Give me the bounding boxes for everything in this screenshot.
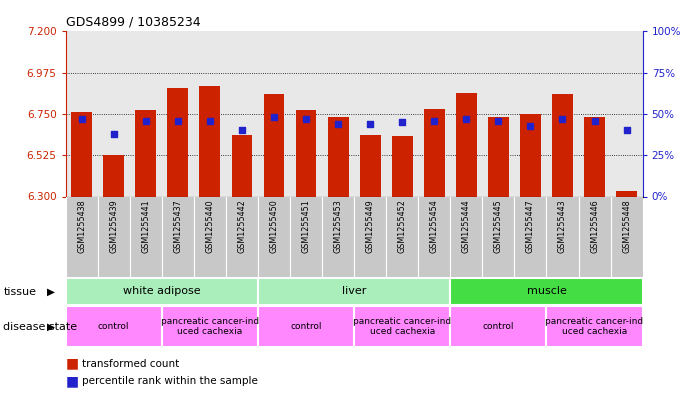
Point bbox=[108, 130, 120, 137]
Text: GSM1255452: GSM1255452 bbox=[398, 199, 407, 253]
Text: GSM1255450: GSM1255450 bbox=[269, 199, 278, 253]
Text: GSM1255448: GSM1255448 bbox=[622, 199, 631, 253]
Bar bbox=[258, 278, 451, 305]
Point bbox=[76, 116, 87, 122]
Bar bbox=[547, 306, 643, 347]
Text: disease state: disease state bbox=[3, 322, 77, 332]
Text: GSM1255442: GSM1255442 bbox=[238, 199, 247, 253]
Point bbox=[172, 118, 183, 124]
Bar bbox=[552, 94, 573, 196]
Bar bbox=[616, 191, 637, 196]
Text: control: control bbox=[98, 322, 129, 331]
Bar bbox=[258, 306, 354, 347]
Text: ▶: ▶ bbox=[47, 322, 55, 332]
Bar bbox=[354, 306, 451, 347]
Bar bbox=[451, 278, 643, 305]
Bar bbox=[584, 117, 605, 196]
Text: GSM1255446: GSM1255446 bbox=[590, 199, 599, 253]
Text: ▶: ▶ bbox=[47, 286, 55, 297]
Text: tissue: tissue bbox=[3, 286, 37, 297]
Text: GSM1255439: GSM1255439 bbox=[109, 199, 118, 253]
Text: GSM1255454: GSM1255454 bbox=[430, 199, 439, 253]
Point bbox=[236, 127, 247, 134]
Text: control: control bbox=[290, 322, 322, 331]
Point bbox=[621, 127, 632, 134]
Text: GSM1255449: GSM1255449 bbox=[366, 199, 375, 253]
Point bbox=[493, 118, 504, 124]
Text: white adipose: white adipose bbox=[123, 286, 200, 296]
Bar bbox=[296, 110, 316, 196]
Bar bbox=[456, 93, 477, 196]
Text: GSM1255445: GSM1255445 bbox=[494, 199, 503, 253]
Point bbox=[557, 116, 568, 122]
Text: ■: ■ bbox=[66, 374, 79, 388]
Point bbox=[205, 118, 216, 124]
Text: pancreatic cancer-ind
uced cachexia: pancreatic cancer-ind uced cachexia bbox=[161, 317, 259, 336]
Bar bbox=[167, 88, 188, 196]
Text: GSM1255443: GSM1255443 bbox=[558, 199, 567, 253]
Bar bbox=[424, 109, 445, 196]
Text: ■: ■ bbox=[66, 356, 79, 371]
Text: transformed count: transformed count bbox=[82, 358, 179, 369]
Bar bbox=[360, 135, 381, 196]
Bar bbox=[488, 117, 509, 196]
Text: GSM1255438: GSM1255438 bbox=[77, 199, 86, 253]
Text: GSM1255437: GSM1255437 bbox=[173, 199, 182, 253]
Text: GSM1255451: GSM1255451 bbox=[301, 199, 310, 253]
Bar bbox=[451, 306, 547, 347]
Text: GSM1255441: GSM1255441 bbox=[141, 199, 150, 253]
Text: pancreatic cancer-ind
uced cachexia: pancreatic cancer-ind uced cachexia bbox=[353, 317, 451, 336]
Bar bbox=[263, 94, 285, 196]
Bar bbox=[231, 135, 252, 196]
Point bbox=[525, 122, 536, 129]
Text: GSM1255447: GSM1255447 bbox=[526, 199, 535, 253]
Bar bbox=[328, 117, 348, 196]
Bar bbox=[66, 278, 258, 305]
Point bbox=[140, 118, 151, 124]
Bar bbox=[66, 306, 162, 347]
Bar bbox=[162, 306, 258, 347]
Bar bbox=[200, 86, 220, 196]
Text: GSM1255453: GSM1255453 bbox=[334, 199, 343, 253]
Bar bbox=[104, 155, 124, 196]
Bar bbox=[135, 110, 156, 196]
Text: control: control bbox=[482, 322, 514, 331]
Point bbox=[269, 114, 280, 120]
Text: GSM1255440: GSM1255440 bbox=[205, 199, 214, 253]
Text: GDS4899 / 10385234: GDS4899 / 10385234 bbox=[66, 16, 200, 29]
Text: GSM1255444: GSM1255444 bbox=[462, 199, 471, 253]
Text: percentile rank within the sample: percentile rank within the sample bbox=[82, 376, 258, 386]
Bar bbox=[520, 114, 541, 196]
Text: muscle: muscle bbox=[527, 286, 567, 296]
Point bbox=[428, 118, 439, 124]
Bar bbox=[71, 112, 92, 196]
Point bbox=[332, 121, 343, 127]
Point bbox=[365, 121, 376, 127]
Text: liver: liver bbox=[342, 286, 366, 296]
Point bbox=[397, 119, 408, 125]
Point bbox=[461, 116, 472, 122]
Bar bbox=[392, 136, 413, 196]
Text: pancreatic cancer-ind
uced cachexia: pancreatic cancer-ind uced cachexia bbox=[545, 317, 643, 336]
Point bbox=[589, 118, 600, 124]
Point bbox=[301, 116, 312, 122]
